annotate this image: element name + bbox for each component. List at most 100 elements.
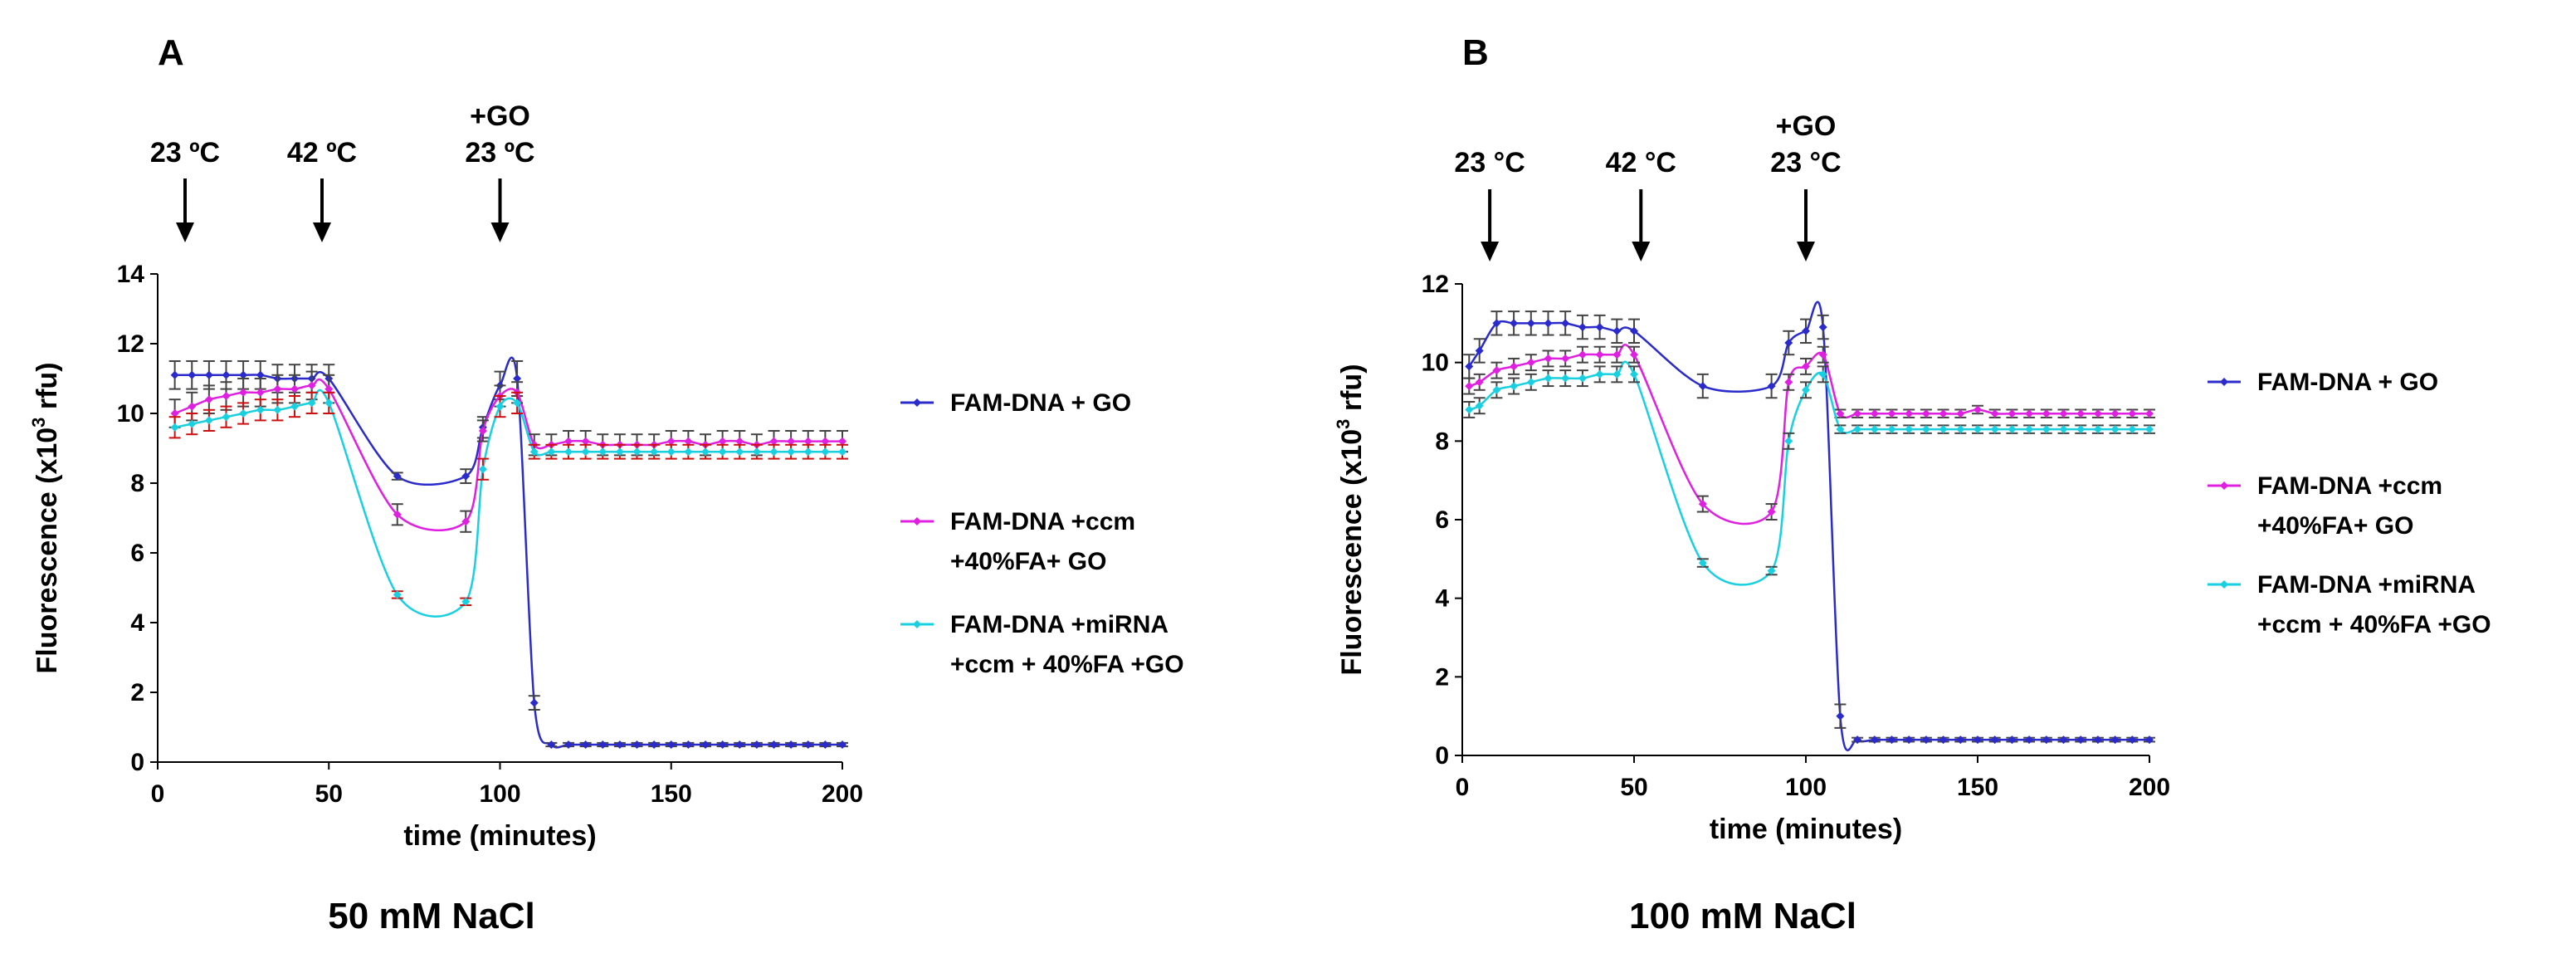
data-point — [1612, 369, 1622, 379]
data-point — [2093, 425, 2102, 434]
data-point — [1921, 425, 1930, 434]
x-tick-label: 200 — [822, 780, 863, 808]
data-point — [170, 423, 179, 432]
data-point — [1465, 362, 1474, 371]
y-axis-title-superscript: 3 — [1333, 419, 1354, 429]
data-point — [256, 370, 265, 379]
data-point — [1561, 354, 1570, 363]
data-point — [324, 398, 334, 408]
y-axis-title-superscript: 3 — [28, 418, 49, 428]
data-point — [564, 447, 573, 457]
data-point — [1492, 319, 1501, 328]
legend-swatch-marker — [2220, 378, 2228, 386]
data-point — [1784, 339, 1793, 347]
condition-label: 100 mM NaCl — [1629, 896, 1856, 936]
data-point — [838, 447, 846, 457]
data-point — [204, 395, 213, 404]
data-point — [1836, 711, 1845, 721]
data-point — [1630, 369, 1638, 379]
series-line — [1468, 343, 2149, 525]
chart-panel-b: B 23 °C 42 °C +GO 23 °C 0 2 4 6 8 10 12 0 50 100 150 200… — [1333, 32, 2491, 936]
data-point — [1802, 362, 1810, 371]
y-axis-title-unit: rfu) — [1336, 364, 1368, 418]
data-point — [239, 409, 248, 418]
legend-swatch-marker — [913, 620, 921, 628]
data-point — [1990, 425, 1999, 434]
legend-label: +40%FA+ GO — [950, 548, 1106, 575]
data-point — [204, 370, 213, 379]
data-point — [1630, 326, 1638, 335]
data-point — [1767, 382, 1776, 391]
data-point — [188, 402, 197, 411]
data-point — [2110, 736, 2120, 745]
data-point — [1905, 736, 1914, 745]
data-point — [1870, 425, 1879, 434]
legend-swatch-marker — [913, 517, 921, 525]
legend-entry: FAM-DNA +miRNA +ccm + 40%FA +GO — [900, 611, 1184, 678]
data-point — [666, 437, 676, 446]
data-point — [1956, 736, 1965, 745]
data-point — [598, 447, 607, 457]
data-point — [222, 370, 231, 379]
data-point — [222, 413, 231, 422]
data-point — [478, 427, 487, 435]
data-point — [803, 740, 812, 749]
arrow-label: 23 °C — [1770, 147, 1841, 178]
data-point — [461, 472, 471, 481]
data-point — [204, 416, 213, 425]
data-point — [1921, 409, 1930, 418]
x-axis-title: time (minutes) — [403, 820, 596, 852]
y-tick-label: 8 — [130, 470, 144, 497]
data-point — [1544, 319, 1553, 328]
legend-label: FAM-DNA + GO — [950, 389, 1131, 417]
data-point — [1526, 378, 1535, 387]
data-point — [2076, 425, 2086, 434]
arrow-head — [1632, 242, 1651, 261]
data-point — [684, 740, 693, 749]
data-point — [513, 398, 522, 408]
x-axis-title: time (minutes) — [1710, 814, 1902, 845]
data-point — [1612, 350, 1622, 359]
x-tick-label: 50 — [315, 780, 343, 808]
data-point — [615, 740, 624, 749]
y-tick-label: 8 — [1435, 428, 1449, 455]
data-point — [1595, 323, 1604, 332]
data-point — [1870, 409, 1879, 418]
data-point — [1887, 736, 1896, 745]
data-point — [632, 447, 642, 457]
data-point — [307, 398, 316, 408]
legend-swatch-marker — [913, 398, 921, 407]
data-point — [735, 740, 744, 749]
data-point — [787, 437, 796, 446]
data-point — [461, 597, 471, 606]
series-line — [1468, 360, 2149, 586]
data-point — [393, 472, 402, 481]
series-3 — [168, 389, 848, 618]
y-tick-label: 12 — [1422, 271, 1449, 298]
data-point — [2025, 425, 2034, 434]
y-tick-label: 12 — [117, 330, 144, 358]
data-point — [1973, 425, 1982, 434]
temperature-arrow: +GO 23 °C — [1770, 110, 1842, 261]
data-point — [1836, 409, 1845, 418]
data-point — [393, 590, 402, 599]
data-point — [1578, 350, 1587, 359]
data-point — [1595, 369, 1604, 379]
arrow-label: 23 °C — [1454, 147, 1525, 178]
legend-label: +ccm + 40%FA +GO — [2257, 611, 2491, 638]
data-point — [821, 437, 830, 446]
data-point — [1853, 425, 1862, 434]
data-point — [2110, 425, 2120, 434]
data-point — [2059, 425, 2068, 434]
arrow-head — [176, 222, 194, 242]
data-point — [1990, 409, 1999, 418]
data-point — [718, 740, 727, 749]
data-point — [2008, 409, 2017, 418]
data-point — [1973, 736, 1982, 745]
data-point — [256, 388, 265, 397]
data-point — [307, 381, 316, 390]
panel-letter: A — [158, 32, 184, 73]
data-point — [1510, 362, 1519, 371]
data-point — [529, 447, 539, 457]
y-axis-title: Fluorescence (x103 rfu) — [1333, 364, 1368, 675]
